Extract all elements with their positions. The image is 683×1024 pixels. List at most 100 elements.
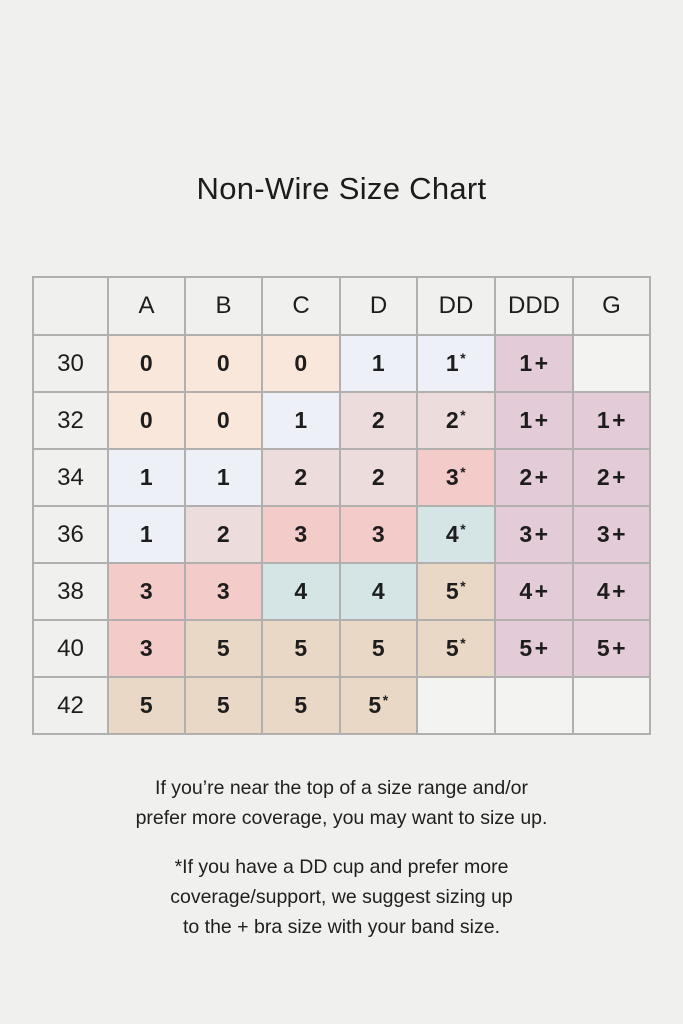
size-value: 1 [596,407,611,433]
size-cell: 1 [339,334,418,393]
size-value: 4 [371,578,386,604]
size-cell: 1 [107,505,186,564]
size-value: 0 [216,350,231,376]
size-cell: 3+ [572,505,651,564]
size-value: 2 [216,521,231,547]
asterisk-mark: * [460,351,467,367]
plus-mark: + [534,521,549,547]
size-value: 5 [216,635,231,661]
size-cell: 2 [261,448,341,507]
size-cell: 3 [107,562,186,621]
size-value: 2 [371,464,386,490]
table-row: 40 3 5 5 5 5* 5+ 5+ [32,619,651,678]
footnotes: If you’re near the top of a size range a… [0,773,683,942]
plus-mark: + [534,407,549,433]
size-cell: 2 [184,505,263,564]
asterisk-mark: * [460,408,467,424]
size-cell: 3 [339,505,418,564]
size-value: 5 [596,635,611,661]
column-header: B [184,276,263,336]
size-value: 1 [139,464,154,490]
asterisk-mark: * [460,465,467,481]
size-cell: 5 [339,619,418,678]
size-cell: 4 [339,562,418,621]
size-value: 0 [139,407,154,433]
size-value: 5 [139,692,154,718]
size-table: A B C D DD DDD G 30 0 0 0 1 1* 1+ 32 0 0 1 2 2* 1+ 1+ 34 1 1 2 2 3… [32,276,651,735]
size-value: 1 [139,521,154,547]
size-cell: 1+ [494,334,574,393]
plus-mark: + [534,635,549,661]
size-value: 3 [371,521,386,547]
size-value: 2 [519,464,533,490]
band-size-cell: 30 [32,334,109,393]
empty-cell [494,676,574,735]
band-size-cell: 36 [32,505,109,564]
plus-mark: + [612,407,627,433]
size-cell: 1* [416,334,496,393]
size-cell: 5 [261,619,341,678]
band-size-cell: 34 [32,448,109,507]
band-size-cell: 32 [32,391,109,450]
empty-cell [572,334,651,393]
size-value: 1 [216,464,231,490]
size-cell: 1+ [494,391,574,450]
page-title: Non-Wire Size Chart [196,171,487,206]
column-header: D [339,276,418,336]
table-row: 30 0 0 0 1 1* 1+ [32,334,651,393]
size-cell: 3 [261,505,341,564]
column-header: G [572,276,651,336]
size-value: 3 [445,464,460,490]
plus-mark: + [612,578,627,604]
size-value: 5 [445,635,460,661]
size-value: 3 [519,521,533,547]
size-value: 1 [519,407,533,433]
column-header: A [107,276,186,336]
plus-mark: + [612,464,627,490]
size-cell: 5 [107,676,186,735]
asterisk-mark: * [382,693,389,709]
size-cell: 0 [261,334,341,393]
size-cell: 2 [339,448,418,507]
size-value: 5 [368,692,382,718]
size-cell: 5+ [572,619,651,678]
plus-mark: + [534,350,549,376]
size-cell: 1 [261,391,341,450]
size-value: 1 [371,350,386,376]
size-value: 2 [371,407,386,433]
size-cell: 5* [416,619,496,678]
size-value: 5 [216,692,231,718]
column-header: DD [416,276,496,336]
size-value: 3 [139,635,154,661]
size-value: 4 [519,578,533,604]
size-cell: 1+ [572,391,651,450]
size-cell: 2* [416,391,496,450]
size-value: 2 [294,464,308,490]
size-cell: 2 [339,391,418,450]
size-value: 5 [294,635,308,661]
size-value: 5 [294,692,308,718]
size-cell: 3 [184,562,263,621]
size-cell: 4 [261,562,341,621]
asterisk-mark: * [460,522,467,538]
empty-cell [572,676,651,735]
size-cell: 2+ [494,448,574,507]
size-value: 3 [216,578,231,604]
size-value: 1 [445,350,460,376]
size-value: 0 [216,407,231,433]
size-value: 3 [596,521,611,547]
corner-cell [32,276,109,336]
size-cell: 1 [184,448,263,507]
band-size-cell: 40 [32,619,109,678]
size-cell: 0 [107,391,186,450]
plus-mark: + [534,464,549,490]
table-row: 32 0 0 1 2 2* 1+ 1+ [32,391,651,450]
table-row: 36 1 2 3 3 4* 3+ 3+ [32,505,651,564]
size-cell: 5* [339,676,418,735]
size-cell: 0 [184,334,263,393]
table-row: 34 1 1 2 2 3* 2+ 2+ [32,448,651,507]
size-value: 0 [294,350,308,376]
size-cell: 3* [416,448,496,507]
size-cell: 5+ [494,619,574,678]
size-value: 2 [596,464,611,490]
